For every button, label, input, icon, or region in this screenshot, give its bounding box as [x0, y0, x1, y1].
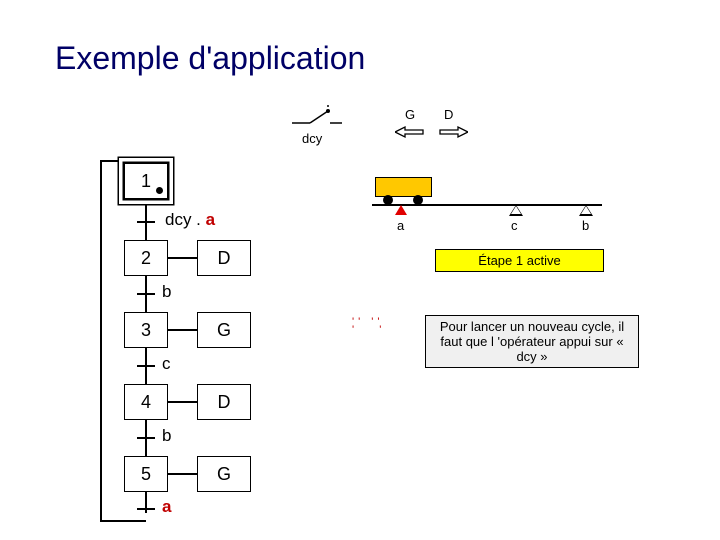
trolley — [375, 177, 432, 197]
trans-bar — [137, 221, 155, 223]
action-link — [167, 257, 197, 259]
page-title: Exemple d'application — [55, 40, 365, 77]
trans-bar — [137, 437, 155, 439]
step-1-num: 1 — [141, 171, 151, 191]
sensor-c-label: c — [511, 218, 518, 233]
step-2: 2 — [124, 240, 168, 276]
d-label: D — [444, 107, 453, 122]
step-3: 3 — [124, 312, 168, 348]
action-4: D — [197, 384, 251, 420]
dcy-label: dcy — [302, 131, 322, 146]
transition-4: b — [162, 426, 171, 446]
action-5: G — [197, 456, 251, 492]
transition-1: dcy . a — [165, 210, 215, 230]
trans-bar — [137, 293, 155, 295]
transition-5: a — [162, 497, 171, 517]
transition-3: c — [162, 354, 171, 374]
arrow-right-icon — [438, 125, 468, 139]
step-1: 1 — [124, 163, 168, 199]
g-label: G — [405, 107, 415, 122]
arrow-left-icon — [395, 125, 425, 139]
sensor-a-icon — [395, 205, 407, 215]
transition-2: b — [162, 282, 171, 302]
trans-bar — [137, 365, 155, 367]
trans-bar — [137, 508, 155, 510]
step-4: 4 — [124, 384, 168, 420]
grafcet-loop-bot — [100, 520, 146, 522]
pushbutton-icon — [292, 105, 342, 127]
sensor-a-label: a — [397, 218, 404, 233]
wheel-icon — [383, 195, 393, 205]
note-dcy: Pour lancer un nouveau cycle, il faut qu… — [425, 315, 639, 368]
action-link — [167, 473, 197, 475]
action-link — [167, 401, 197, 403]
grafcet-loop-top — [100, 160, 145, 162]
sensor-b-label: b — [582, 218, 589, 233]
red-dashes-icon: '' ''' ' — [352, 318, 385, 334]
action-3: G — [197, 312, 251, 348]
action-link — [167, 329, 197, 331]
grafcet-loop — [100, 160, 102, 520]
active-dot-icon — [156, 187, 163, 194]
action-2: D — [197, 240, 251, 276]
step-5: 5 — [124, 456, 168, 492]
note-etape-active: Étape 1 active — [435, 249, 604, 272]
wheel-icon — [413, 195, 423, 205]
